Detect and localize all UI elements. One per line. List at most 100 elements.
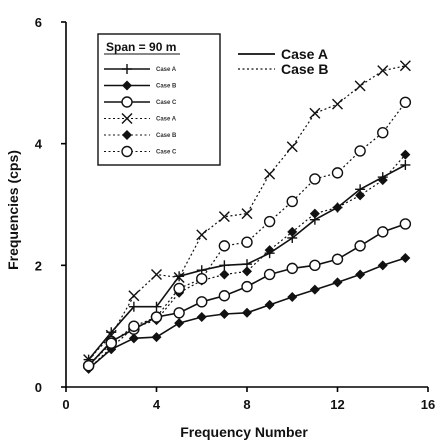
data-point	[242, 266, 252, 277]
data-point	[264, 245, 275, 256]
data-point	[399, 218, 412, 230]
data-point	[377, 226, 389, 238]
data-point	[128, 301, 139, 312]
legend-marker	[122, 130, 132, 140]
x-tick-label: 4	[153, 397, 161, 412]
legend-box	[97, 33, 221, 166]
data-point	[263, 268, 276, 281]
data-point	[309, 107, 321, 119]
series-line	[88, 65, 406, 361]
data-point	[174, 318, 185, 329]
data-point	[377, 260, 388, 271]
legend-marker	[121, 145, 133, 158]
x-tick-label: 12	[330, 397, 344, 412]
legend-marker	[121, 96, 133, 108]
data-point	[354, 145, 366, 157]
data-point	[173, 282, 185, 295]
data-point	[105, 337, 117, 349]
series-line	[88, 154, 406, 370]
data-point	[377, 175, 388, 186]
data-point	[287, 226, 298, 237]
data-point	[400, 159, 411, 170]
y-tick-label: 0	[35, 380, 42, 395]
series-5	[82, 96, 412, 372]
data-point	[151, 332, 162, 343]
data-point	[354, 240, 366, 252]
data-point	[331, 253, 344, 265]
data-point	[309, 173, 321, 185]
data-point	[309, 259, 321, 272]
data-point	[377, 127, 389, 139]
data-point	[264, 299, 275, 310]
x-axis-label: Frequency Number	[180, 424, 308, 440]
data-point	[218, 211, 230, 223]
y-tick-label: 4	[35, 137, 43, 152]
legend-marker	[121, 113, 133, 124]
legend-marker	[122, 64, 132, 74]
data-point	[219, 269, 230, 280]
span-annotation: Span = 90 m	[106, 40, 176, 54]
data-point	[287, 291, 298, 302]
data-point	[399, 96, 412, 109]
y-tick-label: 2	[35, 258, 42, 273]
y-axis-label: Frequencies (cps)	[5, 150, 21, 270]
legend-entry-label: Case B	[156, 133, 177, 139]
data-point	[332, 98, 343, 110]
data-point	[218, 240, 231, 252]
data-point	[242, 307, 252, 318]
data-point	[399, 60, 411, 72]
data-point	[128, 320, 140, 332]
data-point	[196, 273, 208, 285]
case-legend-label: Case B	[281, 61, 328, 77]
data-point	[309, 208, 320, 219]
x-tick-label: 8	[243, 397, 250, 412]
data-point	[151, 268, 162, 280]
series-layer	[82, 60, 412, 374]
data-point	[150, 311, 163, 323]
axes: 0 4 8 12 16 0 2 4 6	[35, 15, 435, 412]
data-point	[174, 271, 185, 282]
legend-marker	[122, 80, 132, 91]
data-point	[128, 333, 139, 344]
data-point	[218, 290, 231, 302]
data-point	[309, 284, 320, 295]
case-legend-label: Case A	[281, 46, 328, 62]
data-point	[377, 65, 389, 77]
data-point	[196, 229, 208, 241]
data-point	[151, 301, 162, 312]
data-point	[263, 215, 276, 228]
data-point	[400, 149, 411, 160]
data-point	[196, 296, 208, 308]
data-point	[354, 80, 366, 92]
legend-entry-label: Case A	[156, 117, 177, 123]
x-tick-label: 16	[421, 397, 435, 412]
data-point	[332, 277, 343, 288]
data-point	[241, 208, 253, 220]
legend-entry-label: Case A	[156, 67, 177, 73]
data-point	[128, 290, 140, 302]
y-tick-label: 6	[35, 15, 42, 30]
data-point	[219, 309, 230, 319]
data-point	[355, 190, 366, 201]
data-point	[355, 269, 366, 280]
data-point	[241, 280, 253, 293]
x-tick-label: 0	[62, 397, 69, 412]
legend-entry-label: Case C	[156, 150, 177, 156]
data-point	[173, 272, 185, 283]
legend-entry-label: Case B	[156, 84, 177, 90]
data-point	[286, 262, 298, 275]
data-point	[173, 307, 185, 319]
data-point	[196, 312, 207, 323]
data-point	[219, 260, 230, 271]
legend-entry-label: Case C	[156, 100, 177, 106]
data-point	[82, 360, 95, 372]
data-point	[332, 202, 343, 213]
data-point	[331, 167, 344, 179]
data-point	[400, 253, 411, 264]
data-point	[286, 141, 298, 153]
data-point	[241, 236, 253, 248]
data-point	[286, 195, 298, 208]
data-point	[264, 168, 276, 180]
